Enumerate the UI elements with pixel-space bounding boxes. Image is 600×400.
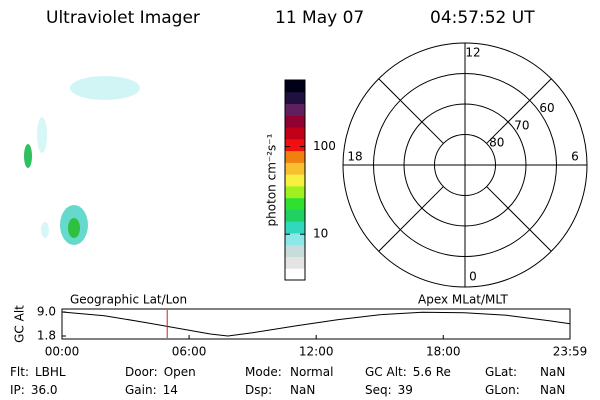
lat-label: 70 <box>514 118 529 132</box>
status-field: GLon: NaN <box>485 383 565 397</box>
field-value: 39 <box>398 383 413 397</box>
color-step <box>285 185 305 199</box>
status-field: GLat: NaN <box>485 365 565 379</box>
color-step <box>285 150 305 163</box>
status-field: Dsp: NaN <box>245 383 315 397</box>
emission <box>24 144 32 168</box>
polar-label: Apex MLat/MLT <box>418 293 508 307</box>
field-label: Door: <box>125 365 158 379</box>
color-step <box>285 232 305 246</box>
status-field: Door: Open <box>125 365 196 379</box>
altitude-line <box>61 311 571 337</box>
color-step <box>285 115 305 128</box>
x-tick-label: 12:00 <box>299 345 334 359</box>
field-value: LBHL <box>35 365 66 379</box>
emission <box>68 218 80 238</box>
field-label: Gain: <box>125 383 157 397</box>
field-label: GLat: <box>485 365 517 379</box>
mlt-label: 12 <box>465 46 480 60</box>
field-label: IP: <box>10 383 25 397</box>
date: 11 May 07 <box>275 8 364 28</box>
field-value: 36.0 <box>31 383 58 397</box>
emission <box>41 222 49 238</box>
tick-label: 100 <box>313 139 336 153</box>
field-label: Flt: <box>10 365 29 379</box>
colorbar-label: photon cm⁻²s⁻¹ <box>265 133 279 226</box>
field-value: NaN <box>290 383 315 397</box>
color-step <box>285 138 305 152</box>
color-step <box>285 174 305 187</box>
field-value: Normal <box>290 365 333 379</box>
mlt-spoke <box>486 186 552 252</box>
x-tick-label: 06:00 <box>172 345 207 359</box>
status-field: Mode: Normal <box>245 365 333 379</box>
color-step <box>285 80 305 93</box>
x-tick-label: 23:59 <box>553 345 588 359</box>
field-value: 5.6 Re <box>413 365 451 379</box>
color-step <box>285 209 305 222</box>
status-field: IP: 36.0 <box>10 383 58 397</box>
instrument: Ultraviolet Imager <box>46 8 200 28</box>
field-label: GC Alt: <box>365 365 407 379</box>
image-label: Geographic Lat/Lon <box>70 293 187 307</box>
mlt-spoke <box>378 186 444 252</box>
color-step <box>285 103 305 116</box>
y-tick-label: 1.8 <box>37 329 56 343</box>
tick-label: 10 <box>313 227 328 241</box>
y-axis-label: GC Alt <box>13 305 27 343</box>
time: 04:57:52 UT <box>430 8 535 28</box>
field-value: 14 <box>163 383 178 397</box>
lat-label: 60 <box>539 101 554 115</box>
field-label: Seq: <box>365 383 392 397</box>
y-tick-label: 9.0 <box>37 305 56 319</box>
field-value: Open <box>164 365 196 379</box>
color-step <box>285 268 305 281</box>
x-tick-label: 00:00 <box>45 345 80 359</box>
field-label: Dsp: <box>245 383 272 397</box>
mlt-label: 6 <box>571 150 579 164</box>
field-value: NaN <box>540 383 565 397</box>
color-step <box>285 127 305 140</box>
field-label: Mode: <box>245 365 282 379</box>
mlt-label: 18 <box>347 150 362 164</box>
lat-label: 80 <box>489 136 504 150</box>
colorbar-frame <box>284 79 306 281</box>
field-value: NaN <box>540 365 565 379</box>
emission <box>37 117 47 153</box>
color-step <box>285 221 305 234</box>
emission <box>70 76 140 100</box>
status-field: Flt: LBHL <box>10 365 66 379</box>
aurora-image <box>24 76 140 245</box>
mlt-spoke <box>486 78 552 144</box>
status-field: GC Alt: 5.6 Re <box>365 365 451 379</box>
status-field: Gain: 14 <box>125 383 178 397</box>
mlt-spoke <box>378 78 444 144</box>
plot-frame <box>61 308 571 340</box>
color-step <box>285 244 305 257</box>
color-step <box>285 197 305 210</box>
x-tick-label: 18:00 <box>426 345 461 359</box>
color-step <box>285 256 305 269</box>
color-step <box>285 91 305 105</box>
status-field: Seq: 39 <box>365 383 413 397</box>
mlt-label: 0 <box>469 270 477 284</box>
field-label: GLon: <box>485 383 520 397</box>
color-step <box>285 162 305 175</box>
